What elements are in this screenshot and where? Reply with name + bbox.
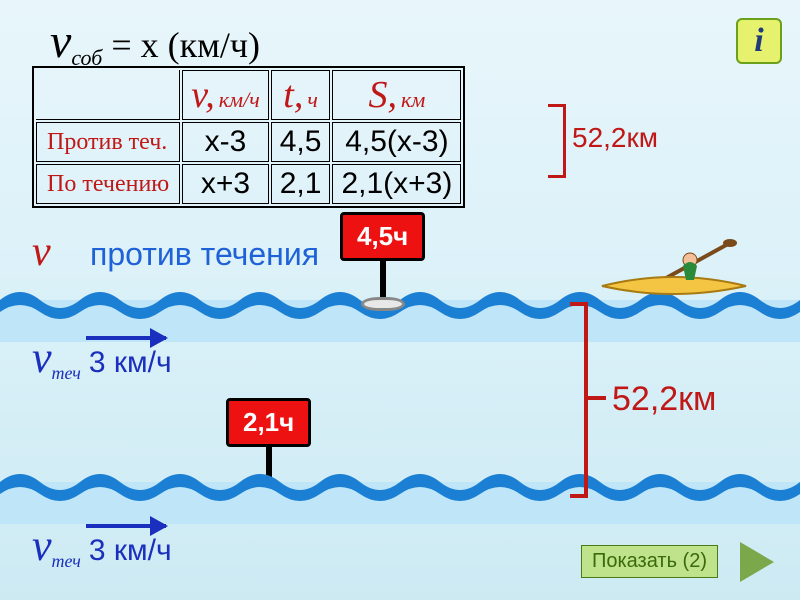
- motion-table: v,км/ч t,ч S,км Против теч. x-3 4,5 4,5(…: [32, 66, 465, 208]
- sign-upstream: 4,5ч: [340, 212, 425, 311]
- kayak-icon: [598, 238, 748, 302]
- show-button[interactable]: Показать (2): [581, 545, 718, 578]
- v-current-1: vтеч3 км/ч: [32, 332, 172, 384]
- formula-sym: v: [50, 15, 71, 68]
- table-row: По течению x+3 2,1 2,1(x+3): [36, 164, 461, 204]
- info-button[interactable]: i: [736, 18, 782, 64]
- col-s: S,км: [332, 70, 461, 120]
- col-v: v,км/ч: [182, 70, 269, 120]
- sign-downstream-label: 2,1ч: [226, 398, 311, 447]
- col-t: t,ч: [271, 70, 331, 120]
- v-against-sym: v: [32, 228, 51, 276]
- row-label-downstream: По течению: [36, 164, 180, 204]
- river-downstream: [0, 460, 800, 524]
- table-bracket: [548, 104, 566, 178]
- formula-rhs: = х (км/ч): [102, 25, 260, 65]
- sign-upstream-label: 4,5ч: [340, 212, 425, 261]
- info-icon: i: [754, 22, 763, 60]
- play-button[interactable]: [740, 542, 774, 582]
- v-current-2: vтеч3 км/ч: [32, 520, 172, 572]
- distance-bracket-tick: [588, 396, 606, 400]
- distance-bracket-label: 52,2км: [612, 380, 716, 419]
- against-current-label: против течения: [90, 236, 319, 273]
- formula-v-sob: vсоб = х (км/ч): [50, 14, 260, 71]
- row-label-upstream: Против теч.: [36, 122, 180, 162]
- table-row: Против теч. x-3 4,5 4,5(x-3): [36, 122, 461, 162]
- table-bracket-label: 52,2км: [572, 122, 658, 154]
- distance-bracket: [570, 302, 588, 498]
